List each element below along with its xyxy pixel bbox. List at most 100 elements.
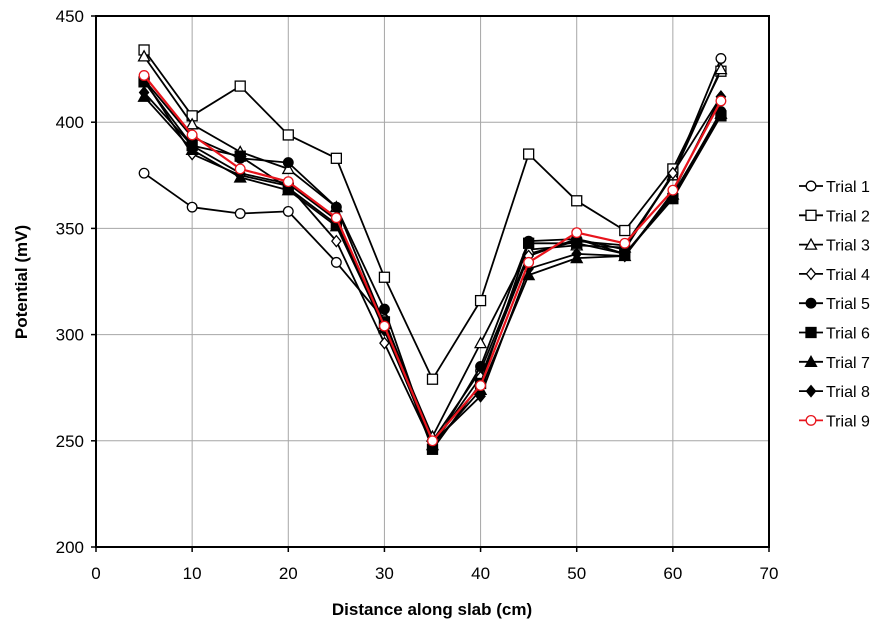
series-trial-9 — [138, 70, 727, 447]
series-line — [143, 79, 722, 446]
series-line — [143, 91, 722, 444]
series-trial-5 — [138, 74, 727, 453]
data-point — [714, 62, 728, 75]
data-point — [619, 237, 631, 249]
legend-marker — [805, 267, 817, 281]
data-point — [473, 336, 488, 349]
x-tick-label: 30 — [375, 564, 394, 583]
series-line — [143, 74, 722, 442]
data-point — [234, 208, 246, 219]
data-point — [667, 166, 679, 180]
data-point — [475, 389, 486, 403]
data-point — [426, 373, 439, 385]
y-tick-label: 450 — [56, 7, 84, 26]
legend-label: Trial 5 — [826, 296, 870, 313]
data-point — [281, 162, 295, 175]
data-point — [282, 157, 294, 169]
legend-item: Trial 3 — [799, 238, 870, 255]
legend-item: Trial 5 — [799, 296, 870, 313]
x-tick-label: 10 — [183, 564, 202, 583]
data-point — [523, 256, 535, 268]
legend-item: Trial 2 — [799, 208, 870, 225]
x-tick-label: 20 — [279, 564, 298, 583]
legend-marker — [804, 354, 818, 367]
data-point — [619, 224, 631, 237]
y-tick-label: 300 — [56, 326, 84, 345]
data-point — [186, 139, 198, 153]
legend-label: Trial 3 — [826, 238, 870, 255]
x-tick-label: 60 — [663, 564, 682, 583]
data-point — [667, 184, 679, 196]
data-point — [378, 320, 390, 332]
legend-label: Trial 4 — [826, 267, 870, 284]
legend-label: Trial 9 — [826, 413, 870, 430]
data-point — [282, 205, 294, 217]
legend-label: Trial 1 — [826, 179, 870, 196]
legend-marker — [805, 326, 817, 339]
x-axis-title: Distance along slab (cm) — [332, 600, 532, 619]
x-tick-label: 50 — [567, 564, 586, 583]
y-tick-label: 350 — [56, 219, 84, 238]
data-point — [571, 195, 583, 207]
series-line — [143, 96, 722, 446]
series-trial-2 — [138, 44, 727, 385]
series-trial-6 — [138, 76, 727, 455]
data-point — [282, 176, 294, 188]
data-point — [571, 237, 583, 249]
data-point — [378, 303, 390, 315]
grid-lines — [96, 16, 769, 547]
legend-item: Trial 6 — [799, 326, 870, 343]
legend-item: Trial 4 — [799, 267, 870, 284]
data-point — [330, 256, 342, 268]
data-point — [522, 237, 535, 249]
legend-marker — [805, 414, 817, 426]
series-trial-8 — [138, 85, 727, 450]
data-point — [282, 129, 294, 141]
legend-marker — [805, 180, 817, 192]
series-line — [143, 81, 722, 451]
data-point — [427, 435, 438, 447]
data-point — [571, 227, 583, 239]
data-point — [715, 53, 727, 64]
data-point — [619, 249, 631, 263]
legend-label: Trial 7 — [826, 355, 870, 372]
data-point — [137, 49, 151, 62]
x-tick-label: 40 — [471, 564, 490, 583]
data-point — [234, 163, 246, 175]
legend-marker — [805, 384, 817, 398]
y-tick-label: 400 — [56, 113, 84, 132]
y-tick-label: 200 — [56, 538, 84, 557]
data-point — [186, 201, 198, 213]
data-point — [234, 80, 246, 92]
data-point — [571, 247, 583, 261]
legend-marker — [805, 297, 817, 309]
legend-marker — [805, 209, 817, 221]
plot-area-frame — [95, 15, 770, 548]
data-point — [379, 336, 390, 350]
data-point — [138, 167, 150, 179]
series-trial-4 — [138, 73, 727, 452]
legend-marker — [804, 237, 818, 250]
data-point — [331, 234, 342, 248]
series-lines — [137, 44, 728, 455]
data-point — [714, 106, 728, 119]
series-line — [143, 79, 722, 449]
data-point — [330, 212, 342, 224]
data-point — [138, 85, 150, 99]
data-point — [474, 294, 487, 307]
data-point — [330, 201, 342, 213]
legend-label: Trial 2 — [826, 208, 870, 225]
data-point — [234, 150, 246, 162]
legend-label: Trial 8 — [826, 384, 870, 401]
data-point — [138, 70, 150, 81]
series-line — [143, 49, 722, 381]
x-tick-label: 0 — [91, 564, 100, 583]
legend-item: Trial 7 — [799, 355, 870, 372]
data-point — [475, 361, 487, 372]
data-point — [378, 271, 391, 283]
data-point — [330, 152, 343, 164]
data-point — [475, 380, 487, 392]
legend-label: Trial 6 — [826, 326, 870, 343]
data-point — [186, 129, 198, 141]
